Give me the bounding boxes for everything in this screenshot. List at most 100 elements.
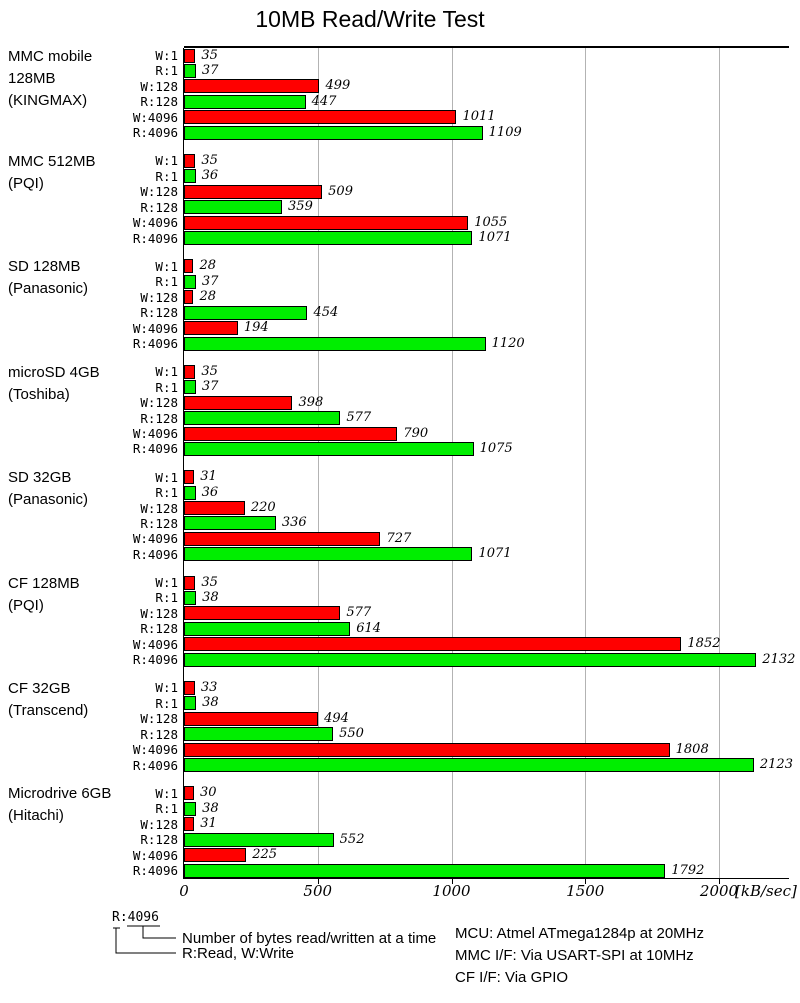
write-bar xyxy=(184,711,319,726)
group-label-line: MMC 512MB xyxy=(8,152,96,170)
bar-value-label: 2132 xyxy=(762,651,796,667)
bar-row-label: R:1 xyxy=(155,63,178,79)
bar-value-label: 35 xyxy=(201,363,218,379)
x-axis-tick-1000 xyxy=(451,878,453,884)
bar-value-label: 1120 xyxy=(491,335,525,351)
bar-value-label: 1852 xyxy=(687,636,721,652)
bar-value-label: 1071 xyxy=(478,546,512,562)
read-bar xyxy=(184,547,473,562)
read-bar xyxy=(184,305,308,320)
group-label-3: microSD 4GB (Toshiba) xyxy=(8,362,138,406)
x-axis-tick-1500 xyxy=(585,878,587,884)
write-bar xyxy=(184,110,457,125)
bar-row-label: W:1 xyxy=(155,48,178,63)
write-bar xyxy=(184,786,195,801)
write-bar xyxy=(184,680,195,695)
bar-value-label: 31 xyxy=(200,816,217,832)
read-bar xyxy=(184,200,283,215)
y-axis-line xyxy=(183,48,184,878)
read-bar xyxy=(184,125,483,140)
bar-row-label: R:128 xyxy=(140,94,178,110)
bar-value-label: 614 xyxy=(356,620,382,636)
bar-value-label: 38 xyxy=(202,800,219,816)
group-label-line: microSD 4GB xyxy=(8,363,100,381)
group-label-line: Microdrive 6GB xyxy=(8,785,112,803)
bar-value-label: 499 xyxy=(325,78,351,94)
bar-row-label: W:4096 xyxy=(132,847,178,863)
bar-value-label: 30 xyxy=(200,785,217,801)
bar-value-label: 1071 xyxy=(478,230,512,246)
bar-value-label: 1792 xyxy=(671,862,705,878)
gridline-2000 xyxy=(719,48,720,878)
bar-row-label: W:4096 xyxy=(132,109,178,125)
plot-top-border xyxy=(184,46,789,48)
bar-row-label: R:1 xyxy=(155,485,178,501)
bar-row-label: R:128 xyxy=(140,726,178,742)
bar-row-label: W:4096 xyxy=(132,320,178,336)
bar-value-label: 28 xyxy=(199,289,217,305)
bar-row-label: R:4096 xyxy=(132,863,178,879)
bar-value-label: 37 xyxy=(201,379,219,395)
read-bar xyxy=(184,696,197,711)
write-bar xyxy=(184,395,293,410)
bar-row-label: R:1 xyxy=(155,590,178,606)
bar-row-label: W:4096 xyxy=(132,215,178,231)
group-label-6: CF 32GB (Transcend) xyxy=(8,678,138,722)
bar-value-label: 447 xyxy=(311,93,337,109)
group-label-line: (PQI) xyxy=(8,596,44,614)
bar-row-label: R:1 xyxy=(155,168,178,184)
group-label-line: (Transcend) xyxy=(8,701,89,719)
bar-row-label: W:4096 xyxy=(132,636,178,652)
bar-row-label: R:128 xyxy=(140,515,178,531)
x-axis-tick-2000 xyxy=(719,878,720,884)
read-bar xyxy=(184,441,474,456)
group-label-line: MMC mobile xyxy=(8,47,93,65)
bar-value-label: 359 xyxy=(288,199,313,215)
group-label-line: CF 32GB xyxy=(8,679,71,697)
bar-row-label: W:1 xyxy=(155,785,178,801)
read-bar xyxy=(184,758,754,773)
x-axis-tick-500 xyxy=(317,878,319,884)
legend: R:4096 Number of bytes read/written at a… xyxy=(112,910,436,962)
bar-row-label: R:128 xyxy=(140,832,178,848)
note-mmc-if: MMC I/F: Via USART-SPI at 10MHz xyxy=(455,947,694,964)
read-bar xyxy=(184,63,196,78)
group-label-line: CF 128MB xyxy=(8,574,80,592)
group-label-line: SD 128MB xyxy=(8,258,81,276)
x-axis-line xyxy=(183,878,789,879)
bar-row-label: W:128 xyxy=(140,78,178,94)
bar-row-label: R:4096 xyxy=(132,125,178,141)
bar-value-label: 37 xyxy=(201,273,219,289)
write-bar xyxy=(184,606,341,621)
x-axis-tick-label-1500: 1500 xyxy=(566,882,605,900)
write-bar xyxy=(184,259,194,274)
bar-value-label: 1011 xyxy=(462,109,496,125)
read-bar xyxy=(184,621,351,636)
bar-value-label: 727 xyxy=(386,530,412,546)
bar-row-label: W:1 xyxy=(155,575,178,590)
bar-value-label: 577 xyxy=(346,410,372,426)
bar-value-label: 790 xyxy=(403,425,429,441)
bar-value-label: 35 xyxy=(201,574,218,590)
read-bar xyxy=(184,516,276,531)
bar-value-label: 550 xyxy=(339,726,364,742)
bar-value-label: 220 xyxy=(250,500,276,515)
bar-row-label: W:128 xyxy=(140,605,178,621)
bar-row-label: R:4096 xyxy=(132,546,178,562)
bar-value-label: 37 xyxy=(201,62,219,78)
bar-row-label: W:4096 xyxy=(132,531,178,547)
write-bar xyxy=(184,848,247,863)
read-bar xyxy=(184,727,334,742)
bar-value-label: 31 xyxy=(200,469,217,485)
group-label-line: SD 32GB xyxy=(8,469,72,487)
write-bar xyxy=(184,531,381,546)
bar-row-label: W:1 xyxy=(155,469,178,485)
read-bar xyxy=(184,863,666,878)
bar-row-label: W:1 xyxy=(155,258,178,274)
bar-value-label: 194 xyxy=(243,320,269,336)
bar-value-label: 1055 xyxy=(474,214,508,230)
bar-value-label: 577 xyxy=(346,605,372,621)
bar-row-label: R:4096 xyxy=(132,441,178,457)
bar-row-label: W:128 xyxy=(140,500,178,516)
